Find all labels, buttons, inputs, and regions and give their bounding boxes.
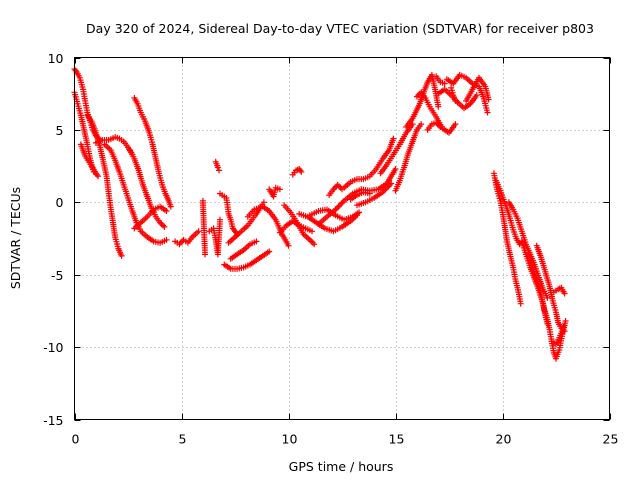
- tick-labels: 0 5 10 15 20 25 -15 -10 -5 0 5 10: [43, 51, 618, 447]
- series-sat-ao: [493, 177, 523, 248]
- series-sat-af: [403, 71, 442, 130]
- x-tick-label: 20: [496, 432, 512, 447]
- series-sat-g: [127, 147, 168, 230]
- series-sat-l: [206, 216, 223, 258]
- series-sat-ak: [463, 74, 492, 104]
- y-axis-label: SDTVAR / TECUs: [8, 187, 23, 289]
- data-point: [214, 164, 221, 171]
- data-point: [435, 103, 442, 110]
- y-tick-label: 5: [56, 123, 64, 138]
- series-sat-t: [276, 218, 315, 236]
- series-sat-ar: [525, 250, 569, 362]
- y-tick-label: 10: [48, 51, 64, 66]
- data-point: [266, 248, 273, 255]
- series-sat-ah: [424, 119, 444, 133]
- data-point: [484, 109, 491, 116]
- data-point: [560, 323, 567, 330]
- x-tick-label: 0: [72, 432, 80, 447]
- data-point: [390, 135, 397, 142]
- data-point: [485, 96, 492, 103]
- data-point: [452, 121, 459, 128]
- x-tick-label: 15: [389, 432, 405, 447]
- series-sat-i: [131, 95, 174, 210]
- data-point: [311, 241, 318, 248]
- data-point: [561, 290, 568, 297]
- series-sat-o: [227, 238, 260, 262]
- series-sat-ad: [377, 121, 416, 177]
- series-sat-j: [172, 228, 202, 248]
- data-point: [202, 251, 208, 258]
- series-sat-ae: [392, 121, 425, 194]
- data-point: [195, 228, 202, 235]
- data-point: [392, 166, 399, 172]
- data-point: [418, 121, 425, 128]
- x-tick-label: 5: [179, 432, 187, 447]
- data-point: [276, 186, 283, 193]
- data-point: [95, 173, 101, 180]
- y-tick-label: -5: [51, 268, 63, 283]
- data-point: [473, 92, 480, 99]
- data-point: [366, 190, 373, 197]
- series-sat-c: [77, 141, 101, 180]
- series-sat-au: [548, 323, 567, 348]
- plot-frame: [74, 57, 610, 420]
- series-sat-z: [326, 181, 345, 199]
- data-point: [118, 252, 125, 259]
- series-sat-m: [212, 158, 222, 174]
- series-sat-ag: [413, 89, 459, 136]
- data-point: [260, 199, 267, 206]
- series-sat-am: [448, 84, 459, 104]
- data-point: [544, 294, 551, 301]
- x-tick-label: 25: [603, 432, 619, 447]
- series-sat-al: [433, 73, 448, 87]
- data-point: [441, 80, 448, 87]
- series-sat-k: [199, 197, 208, 258]
- data-point: [217, 216, 223, 223]
- series-sat-at: [533, 242, 568, 335]
- series-sat-f: [101, 141, 170, 246]
- series-sat-n: [217, 190, 241, 238]
- data-point: [517, 300, 524, 307]
- series-sat-s: [266, 184, 283, 200]
- data-point: [163, 236, 170, 243]
- data-point: [339, 199, 346, 206]
- series-sat-p: [221, 248, 273, 272]
- data-point: [163, 208, 170, 214]
- series-sat-u: [281, 202, 318, 248]
- series-sat-aj: [443, 71, 491, 116]
- data-point: [452, 97, 459, 104]
- series-sat-aa: [341, 135, 397, 191]
- data-point: [161, 223, 168, 230]
- data-point: [388, 180, 395, 187]
- series-sat-b: [71, 89, 97, 175]
- series-sat-v: [289, 166, 305, 178]
- y-tick-label: 0: [56, 195, 64, 210]
- series-sat-h: [131, 203, 170, 232]
- data-points: [71, 66, 569, 362]
- y-tick-label: -10: [43, 340, 63, 355]
- data-point: [253, 238, 260, 245]
- data-point: [167, 203, 174, 210]
- x-axis-label: GPS time / hours: [289, 459, 394, 474]
- grid: [74, 57, 610, 420]
- series-sat-ac: [354, 180, 395, 209]
- axis-ticks: [74, 57, 611, 421]
- y-tick-label: -15: [43, 413, 63, 428]
- series-sat-d: [84, 112, 125, 259]
- chart-title: Day 320 of 2024, Sidereal Day-to-day VTE…: [86, 21, 594, 36]
- series-sat-ab: [347, 189, 373, 203]
- data-point: [285, 242, 292, 249]
- x-tick-label: 10: [282, 432, 298, 447]
- data-point: [298, 168, 305, 175]
- data-point: [309, 228, 315, 235]
- data-point: [562, 318, 569, 324]
- data-point: [437, 124, 444, 130]
- data-point: [356, 209, 363, 216]
- data-point: [216, 167, 222, 174]
